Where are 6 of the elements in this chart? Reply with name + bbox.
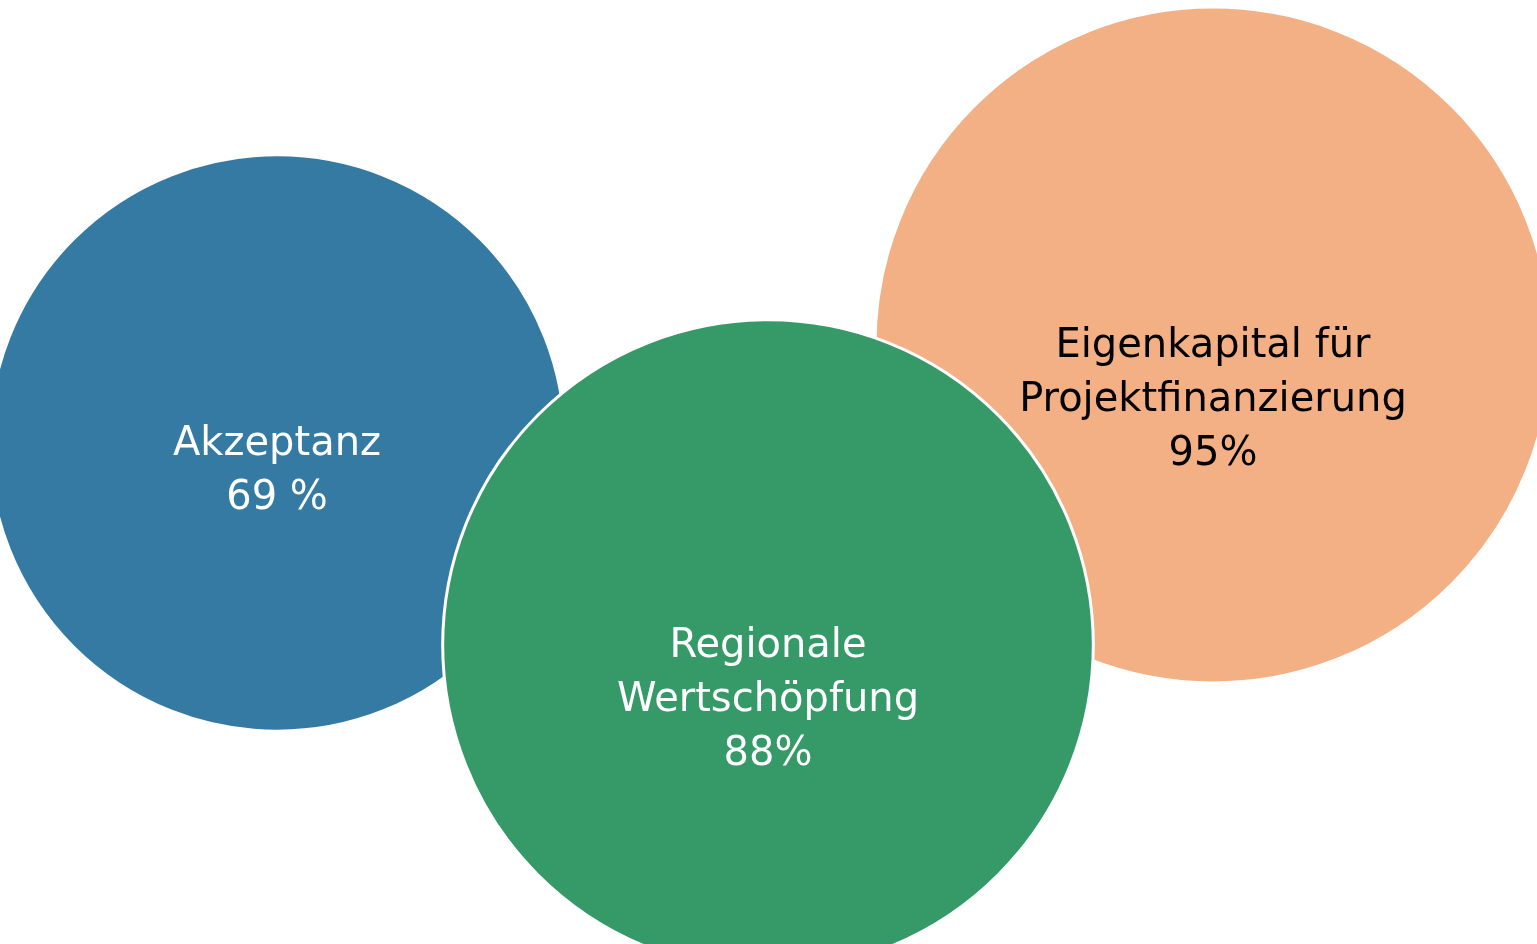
category-label: Eigenkapital für Projektfinanzierung	[1019, 320, 1407, 420]
data-label: 69 %	[226, 472, 328, 518]
data-label: 95%	[1168, 428, 1258, 474]
category-label: Regionale Wertschöpfung	[616, 620, 920, 720]
data-label: 88%	[723, 728, 813, 774]
category-label: Akzeptanz	[172, 418, 382, 464]
